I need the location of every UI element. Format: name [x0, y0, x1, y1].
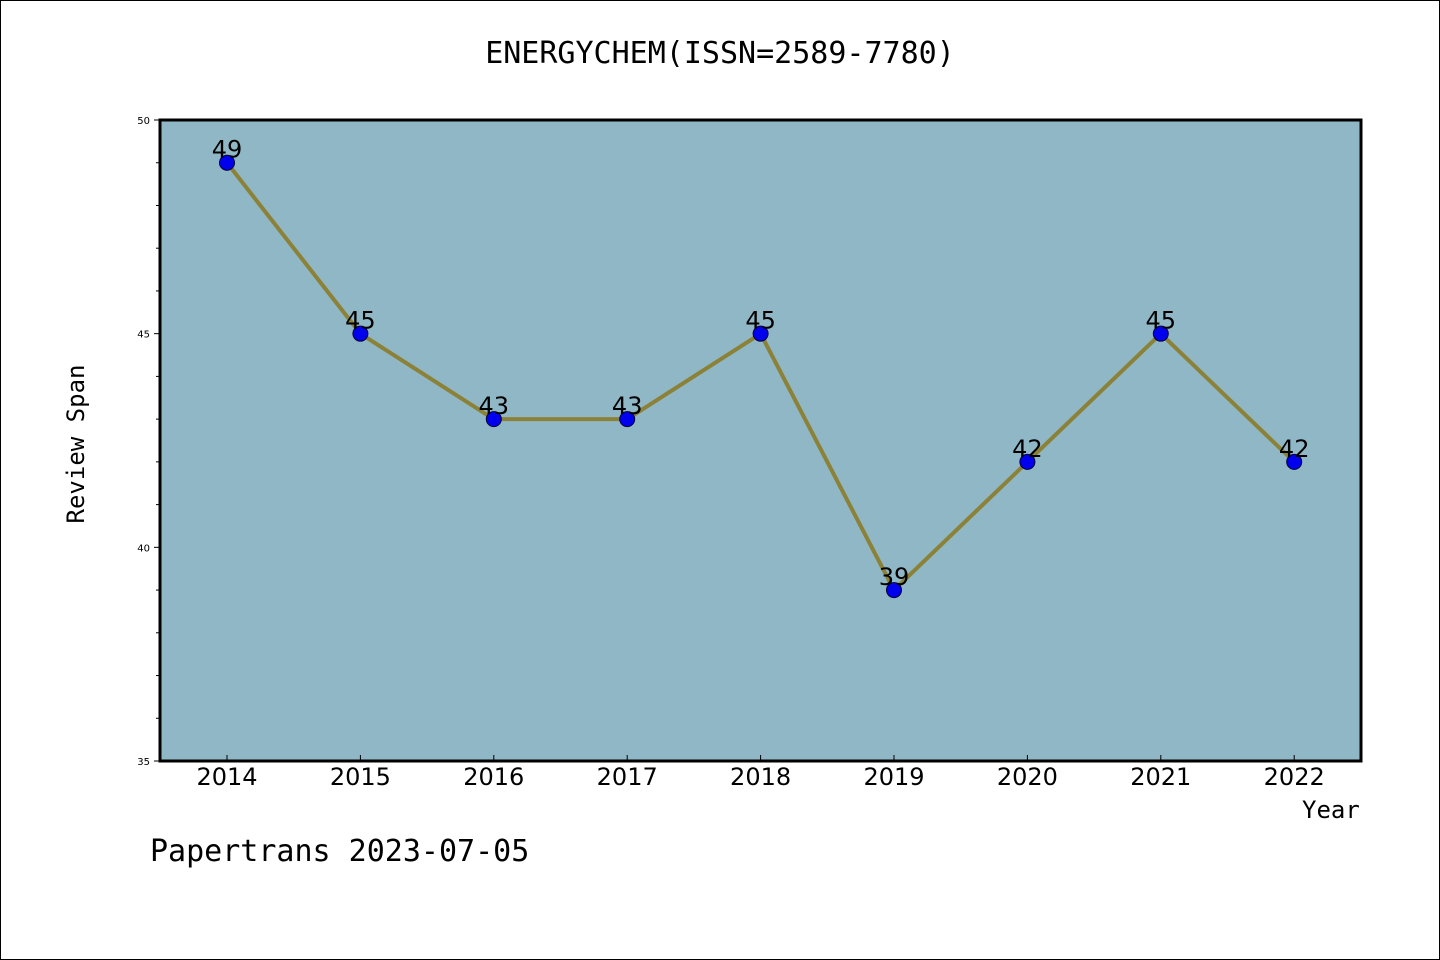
data-label: 45 — [745, 307, 776, 335]
data-point — [752, 325, 769, 342]
series-markers — [219, 154, 1303, 599]
data-label: 39 — [879, 563, 910, 591]
x-tick-label: 2016 — [463, 763, 524, 791]
data-label: 45 — [1146, 307, 1177, 335]
x-axis-label: Year — [1302, 796, 1360, 824]
x-tick-label: 2019 — [863, 763, 924, 791]
x-tick-label: 2018 — [730, 763, 791, 791]
x-tick-label: 2021 — [1130, 763, 1191, 791]
y-axis: 35 40 45 50 — [137, 116, 160, 768]
data-label: 49 — [212, 136, 243, 164]
data-point — [1019, 453, 1036, 470]
plot-area — [160, 120, 1361, 761]
x-tick-label: 2020 — [997, 763, 1058, 791]
data-point — [352, 325, 369, 342]
data-label: 45 — [345, 307, 376, 335]
data-point — [485, 411, 502, 428]
y-tick-label: 35 — [137, 757, 150, 768]
data-point — [1152, 325, 1169, 342]
data-point — [619, 411, 636, 428]
data-label: 43 — [612, 392, 643, 420]
x-tick-label: 2017 — [597, 763, 658, 791]
y-tick-label: 50 — [137, 116, 150, 127]
data-labels: 49 45 43 43 45 39 42 45 42 — [212, 136, 1310, 591]
data-label: 42 — [1012, 435, 1043, 463]
x-tick-label: 2014 — [196, 763, 257, 791]
footer-stamp: Papertrans 2023-07-05 — [150, 834, 530, 869]
y-tick-label: 40 — [137, 543, 150, 554]
chart-title: ENERGYCHEM(ISSN=2589-7780) — [485, 36, 955, 71]
x-tick-label: 2022 — [1264, 763, 1325, 791]
data-label: 42 — [1279, 435, 1310, 463]
data-point — [886, 582, 902, 599]
data-point — [219, 154, 235, 171]
data-label: 43 — [479, 392, 510, 420]
x-axis: 2014 2015 2016 2017 2018 2019 2020 2021 2022 — [196, 755, 1325, 791]
plot-border — [158, 118, 1363, 763]
x-tick-label: 2015 — [330, 763, 391, 791]
data-point — [1286, 453, 1303, 470]
y-tick-label: 45 — [137, 330, 150, 341]
